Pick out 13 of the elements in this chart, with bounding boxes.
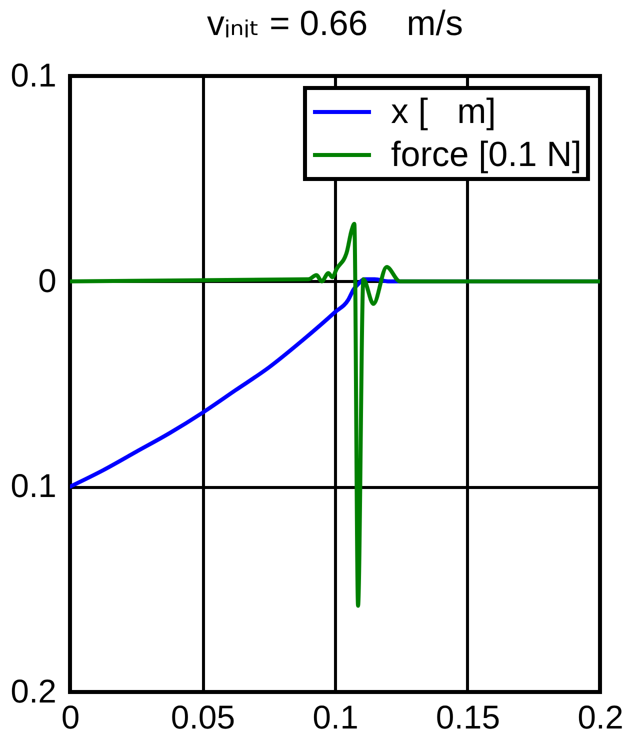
legend-label: x [ m] [391, 92, 496, 131]
x-tick-label: 0 [61, 698, 80, 736]
y-tick-label: 0.2 [10, 672, 56, 710]
y-tick-label: 0.1 [10, 56, 56, 94]
legend-label: force [0.1 N] [391, 135, 582, 174]
chart-title: vᵢₙᵢₜ = 0.66 m/s [206, 4, 464, 43]
x-tick-label: 0.1 [312, 698, 358, 736]
line-series [70, 222, 600, 608]
y-tick-label: 0.1 [10, 467, 56, 504]
x-tick-label: 0.05 [170, 698, 236, 736]
x-tick-label: 0.15 [436, 698, 500, 736]
x-tick-label: 0.2 [578, 698, 624, 736]
y-tick-label: 0 [38, 262, 56, 299]
